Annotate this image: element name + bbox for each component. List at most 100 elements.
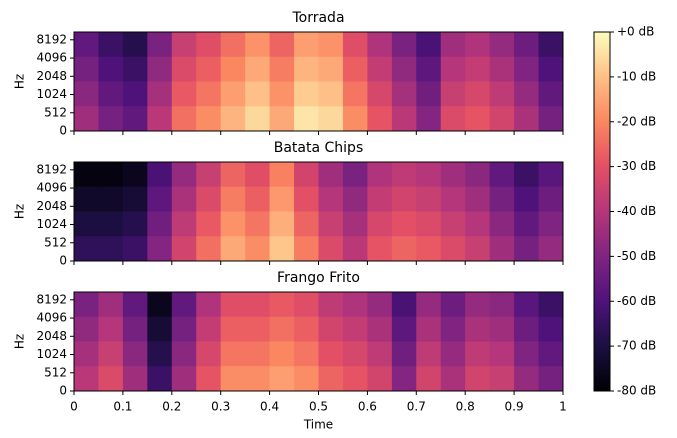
heatmap-cell xyxy=(489,32,515,58)
heatmap-cell xyxy=(147,316,173,342)
heatmap-cell xyxy=(318,32,344,58)
heatmap-cell xyxy=(171,366,197,392)
heatmap-cell xyxy=(367,81,393,107)
heatmap-cell xyxy=(514,236,540,262)
heatmap-cell xyxy=(538,211,564,237)
heatmap-cell xyxy=(147,32,173,58)
y-tick-label: 512 xyxy=(44,105,67,119)
y-tick-label: 4096 xyxy=(36,181,67,195)
heatmap-cell xyxy=(538,292,564,318)
y-tick-label: 2048 xyxy=(36,69,67,83)
heatmap-cell xyxy=(538,186,564,212)
heatmap-cell xyxy=(318,236,344,262)
heatmap-cell xyxy=(171,292,197,318)
heatmap-cell xyxy=(98,106,124,132)
heatmap-cell xyxy=(489,211,515,237)
heatmap-cell xyxy=(147,56,173,82)
y-tick-label: 2048 xyxy=(36,329,67,343)
heatmap-cell xyxy=(220,81,246,107)
heatmap-cell xyxy=(122,106,148,132)
heatmap-cell xyxy=(342,292,368,318)
x-tick-label: 0.1 xyxy=(113,400,132,414)
heatmap-cell xyxy=(196,366,222,392)
heatmap-cell xyxy=(147,341,173,367)
heatmap-cell xyxy=(440,316,466,342)
heatmap-cell xyxy=(440,162,466,188)
y-tick-label: 0 xyxy=(59,254,67,268)
y-tick-label: 8192 xyxy=(36,162,67,176)
heatmap-cell xyxy=(416,32,442,58)
heatmap-cell xyxy=(367,162,393,188)
heatmap-cell xyxy=(465,106,491,132)
heatmap-cell xyxy=(245,341,271,367)
heatmap-cell xyxy=(74,162,99,188)
heatmap-cell xyxy=(440,236,466,262)
heatmap-cell xyxy=(538,162,564,188)
heatmap-cell xyxy=(122,32,148,58)
heatmap-cell xyxy=(440,341,466,367)
heatmap-cell xyxy=(122,292,148,318)
heatmap-cell xyxy=(465,186,491,212)
heatmap-cell xyxy=(318,106,344,132)
heatmap-cell xyxy=(220,162,246,188)
heatmap-cell xyxy=(416,81,442,107)
heatmap-cell xyxy=(269,162,295,188)
heatmap-cell xyxy=(367,32,393,58)
heatmap-cell xyxy=(465,56,491,82)
heatmap-cell xyxy=(147,186,173,212)
y-tick-label: 1024 xyxy=(36,87,67,101)
heatmap-cell xyxy=(514,211,540,237)
heatmap-cell xyxy=(220,366,246,392)
heatmap-cell xyxy=(342,106,368,132)
heatmap-cell xyxy=(318,81,344,107)
heatmap-cell xyxy=(122,316,148,342)
heatmap-cell xyxy=(318,162,344,188)
heatmap-cell xyxy=(514,56,540,82)
heatmap-cell xyxy=(98,211,124,237)
y-tick-label: 0 xyxy=(59,384,67,398)
heatmap-cell xyxy=(74,81,99,107)
heatmap-cell xyxy=(489,292,515,318)
heatmap-cell xyxy=(147,366,173,392)
chart-title: Batata Chips xyxy=(274,140,364,156)
heatmap-cell xyxy=(342,32,368,58)
heatmap-cell xyxy=(245,56,271,82)
heatmap-cell xyxy=(465,366,491,392)
heatmap-cell xyxy=(391,32,417,58)
heatmap-cell xyxy=(391,106,417,132)
heatmap-cell xyxy=(489,162,515,188)
chart-title: Frango Frito xyxy=(277,270,360,286)
heatmap-cell xyxy=(74,292,99,318)
heatmap-cell xyxy=(342,162,368,188)
heatmap-cell xyxy=(318,366,344,392)
heatmap-cell xyxy=(367,211,393,237)
heatmap-cell xyxy=(74,316,99,342)
heatmap-cell xyxy=(196,341,222,367)
y-tick-label: 4096 xyxy=(36,51,67,65)
heatmap-cell xyxy=(147,81,173,107)
heatmap-cell xyxy=(416,211,442,237)
heatmap-cell xyxy=(74,56,99,82)
heatmap-cell xyxy=(367,316,393,342)
y-axis-label: Hz xyxy=(13,74,27,89)
heatmap-cell xyxy=(342,211,368,237)
heatmap-cell xyxy=(440,186,466,212)
heatmap-cell xyxy=(367,366,393,392)
heatmap-cell xyxy=(294,162,319,188)
heatmap-cell xyxy=(367,236,393,262)
heatmap-cell xyxy=(367,56,393,82)
heatmap-cell xyxy=(538,81,564,107)
heatmap-cell xyxy=(318,292,344,318)
heatmap-cell xyxy=(98,162,124,188)
heatmap-cell xyxy=(245,236,271,262)
heatmap-cell xyxy=(122,366,148,392)
heatmap-cell xyxy=(391,186,417,212)
heatmap-cell xyxy=(294,366,319,392)
heatmap-cell xyxy=(269,341,295,367)
heatmap-cell xyxy=(514,162,540,188)
heatmap-cell xyxy=(74,106,99,132)
heatmap-cell xyxy=(196,236,222,262)
heatmap-cell xyxy=(465,81,491,107)
heatmap-cell xyxy=(171,162,197,188)
heatmap-cell xyxy=(391,162,417,188)
